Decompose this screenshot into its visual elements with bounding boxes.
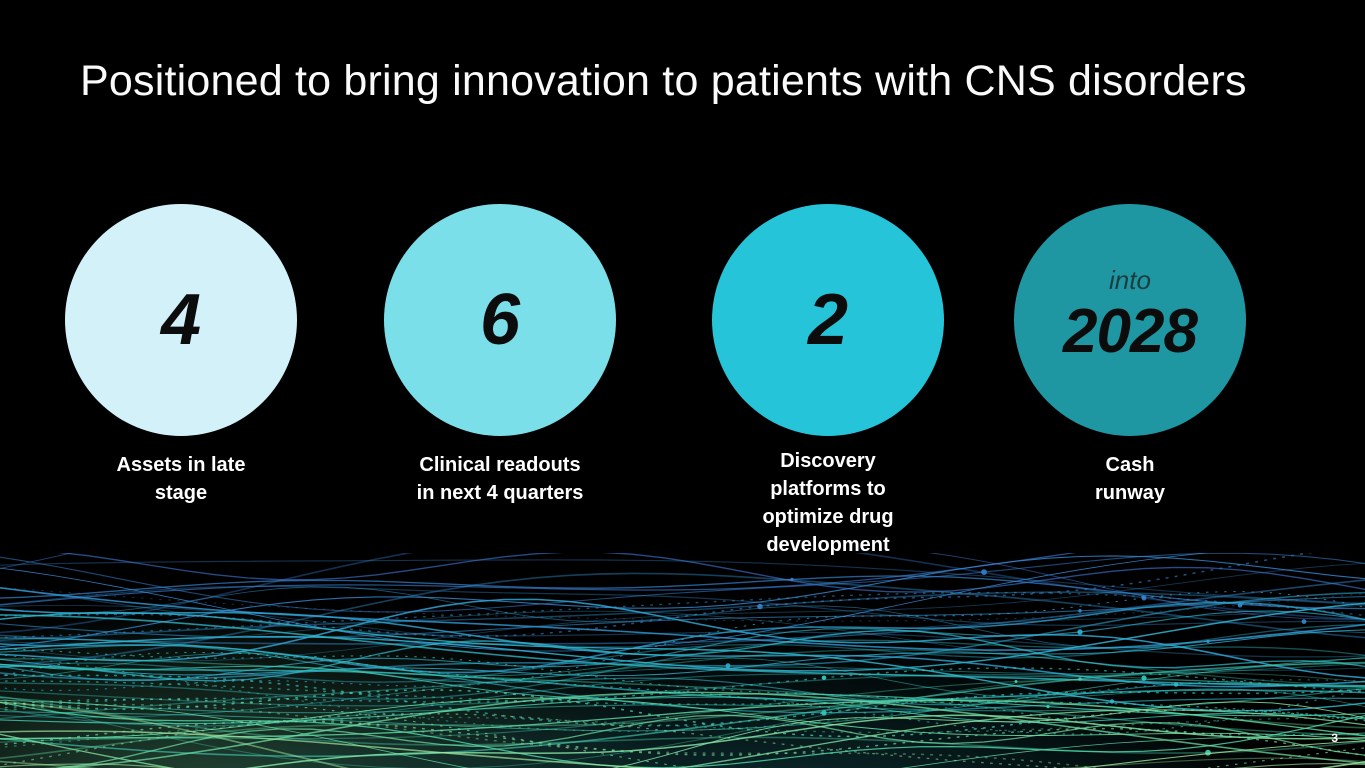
stat-prefix-cash-runway: into xyxy=(1109,265,1151,295)
stat-label-assets: Assets in late stage xyxy=(116,454,246,504)
stat-circle-cash-runway: into 2028 xyxy=(1014,204,1246,436)
stat-label-platforms: Discovery platforms to optimize drug dev… xyxy=(762,450,894,556)
stat-cash-runway: into 2028 Cash runway xyxy=(1014,204,1246,504)
stat-value-platforms: 2 xyxy=(807,280,849,360)
stat-readouts: 6 Clinical readouts in next 4 quarters xyxy=(384,204,616,504)
stat-label-cash-runway: Cash runway xyxy=(1094,454,1166,504)
stat-value-cash-runway: 2028 xyxy=(1063,297,1198,366)
stat-value-readouts: 6 xyxy=(479,280,521,360)
stat-circle-readouts: 6 xyxy=(384,204,616,436)
page-number: 3 xyxy=(1331,731,1338,745)
stat-platforms: 2 Discovery platforms to optimize drug d… xyxy=(712,204,944,556)
stat-assets: 4 Assets in late stage xyxy=(65,204,297,504)
stat-circle-platforms: 2 xyxy=(712,204,944,436)
wave-decoration xyxy=(0,553,1365,768)
stat-label-readouts: Clinical readouts in next 4 quarters xyxy=(416,454,584,504)
stat-circle-assets: 4 xyxy=(65,204,297,436)
slide-title: Positioned to bring innovation to patien… xyxy=(80,57,1247,105)
stat-value-assets: 4 xyxy=(160,280,202,360)
